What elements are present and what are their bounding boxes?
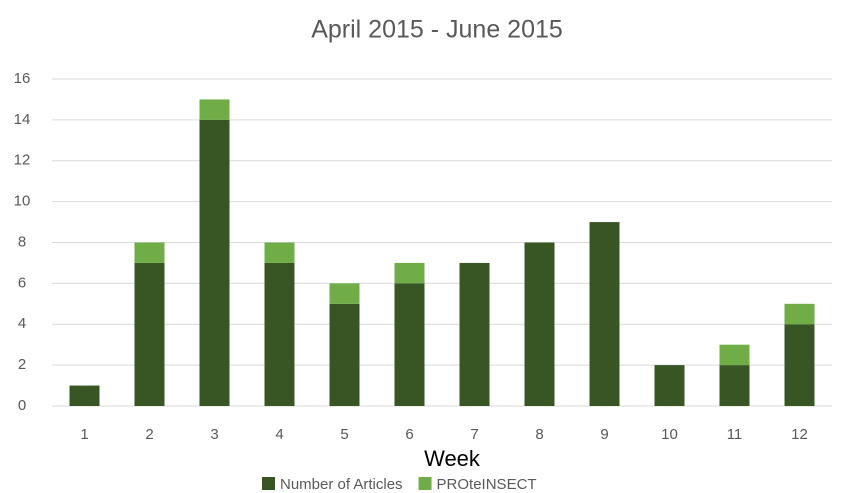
y-tick-label: 16 bbox=[14, 70, 31, 87]
x-tick-label: 4 bbox=[275, 426, 283, 443]
x-tick-label: 5 bbox=[340, 426, 348, 443]
bar-segment bbox=[459, 262, 490, 406]
legend-label: PROteINSECT bbox=[437, 476, 537, 493]
x-tick-label: 7 bbox=[470, 426, 478, 443]
bar-segment bbox=[654, 365, 685, 406]
legend-label: Number of Articles bbox=[280, 476, 403, 493]
bar-segment bbox=[589, 222, 620, 406]
bar-segment bbox=[719, 344, 750, 366]
y-tick-label: 4 bbox=[18, 315, 26, 332]
y-tick-label: 12 bbox=[14, 152, 31, 169]
y-tick-label: 8 bbox=[18, 233, 26, 250]
x-axis-label: Week bbox=[424, 446, 481, 471]
bar-segment bbox=[134, 242, 165, 263]
chart-title: April 2015 - June 2015 bbox=[311, 16, 563, 44]
bar-segment bbox=[329, 303, 360, 406]
bar-segment bbox=[69, 385, 100, 406]
y-tick-label: 2 bbox=[18, 356, 26, 373]
y-tick-label: 6 bbox=[18, 274, 26, 291]
bar-segment bbox=[199, 99, 230, 120]
bar-segment bbox=[264, 242, 295, 263]
x-tick-label: 9 bbox=[600, 426, 608, 443]
x-tick-label: 11 bbox=[727, 426, 743, 443]
bar-segment bbox=[264, 262, 295, 406]
legend-swatch bbox=[418, 477, 432, 490]
bar-segment bbox=[199, 119, 230, 406]
legend-swatch bbox=[262, 477, 275, 490]
x-tick-label: 12 bbox=[791, 426, 808, 443]
x-tick-label: 10 bbox=[661, 426, 678, 443]
y-tick-label: 10 bbox=[14, 193, 31, 210]
bar-segment bbox=[134, 262, 165, 406]
bar-segment bbox=[524, 242, 555, 406]
y-tick-label: 14 bbox=[14, 111, 31, 128]
bar-segment bbox=[719, 365, 750, 406]
x-tick-label: 8 bbox=[535, 426, 543, 443]
bar-segment bbox=[784, 303, 815, 325]
x-tick-label: 3 bbox=[210, 426, 218, 443]
x-tick-label: 1 bbox=[80, 426, 88, 443]
bar-segment bbox=[784, 324, 815, 406]
bar-segment bbox=[394, 283, 425, 406]
x-tick-label: 6 bbox=[405, 426, 413, 443]
bar-segment bbox=[394, 262, 425, 284]
y-tick-label: 0 bbox=[18, 397, 26, 414]
bar-segment bbox=[329, 283, 360, 304]
x-tick-label: 2 bbox=[145, 426, 153, 443]
